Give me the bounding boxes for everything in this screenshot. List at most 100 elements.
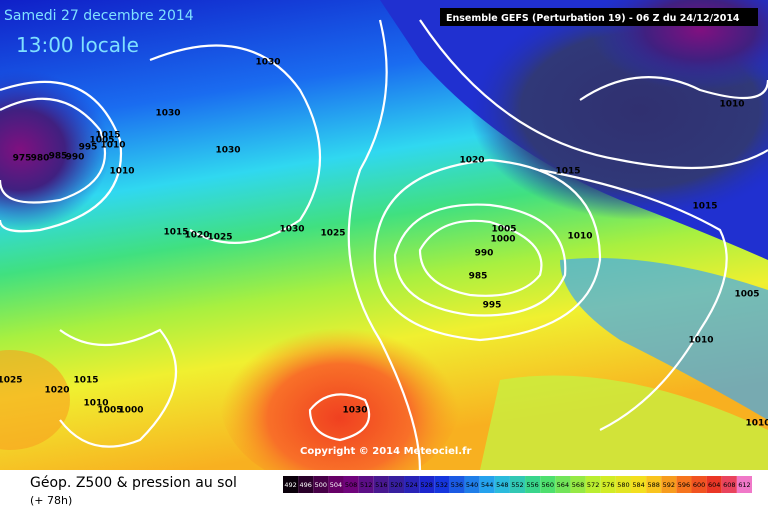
colorbar-label: 576 bbox=[602, 481, 614, 489]
isobar-label: 1030 bbox=[342, 406, 367, 416]
time: 13:00 locale bbox=[16, 33, 139, 57]
isobar-label: 1000 bbox=[490, 235, 515, 245]
colorbar-label: 544 bbox=[481, 481, 493, 489]
colorbar-cell bbox=[298, 476, 314, 493]
colorbar-cell bbox=[434, 476, 450, 493]
isobar-label: 1030 bbox=[155, 109, 180, 119]
model: Ensemble GEFS (Perturbation 19) - 06 Z d… bbox=[446, 13, 740, 24]
copyright: Copyright © 2014 Meteociel.fr bbox=[300, 446, 471, 457]
field bbox=[0, 0, 768, 490]
model-box bbox=[440, 8, 758, 26]
colorbar-cell bbox=[328, 476, 344, 493]
colorbar-cell bbox=[661, 476, 677, 493]
isobar-label: 1025 bbox=[207, 233, 232, 243]
isobar-label: 1010 bbox=[745, 419, 768, 429]
colorbar-cell bbox=[600, 476, 616, 493]
colorbar-label: 500 bbox=[315, 481, 327, 489]
isobar-label: 975 bbox=[13, 154, 32, 164]
colorbar-label: 532 bbox=[436, 481, 448, 489]
colorbar-cell bbox=[358, 476, 374, 493]
isobar-label: 1030 bbox=[279, 225, 304, 235]
lead-time: (+ 78h) bbox=[30, 494, 72, 507]
colorbar-cell bbox=[449, 476, 465, 493]
colorbar-label: 520 bbox=[390, 481, 402, 489]
isobar-label: 1030 bbox=[215, 146, 240, 156]
footer-title: Géop. Z500 & pression au sol bbox=[30, 475, 237, 491]
isobar-label: 1030 bbox=[255, 58, 280, 68]
colorbar-cell bbox=[736, 476, 752, 493]
colorbar-label: 608 bbox=[723, 481, 735, 489]
colorbar-label: 596 bbox=[678, 481, 690, 489]
isobar-label: 1010 bbox=[719, 100, 744, 110]
colorbar-label: 564 bbox=[557, 481, 569, 489]
colorbar-cell bbox=[464, 476, 480, 493]
colorbar: 492 496 500 504 508 512 516 520 524 528 532 536 540 5… bbox=[283, 476, 752, 493]
colorbar-cell bbox=[540, 476, 556, 493]
isobar-label: 990 bbox=[66, 153, 85, 163]
isobar-label: 1020 bbox=[459, 156, 484, 166]
colorbar-label: 556 bbox=[526, 481, 538, 489]
colorbar-cell bbox=[646, 476, 662, 493]
colorbar-label: 580 bbox=[617, 481, 629, 489]
isobar-label: 985 bbox=[49, 152, 68, 162]
isobars bbox=[0, 19, 768, 471]
colorbar-cell bbox=[479, 476, 495, 493]
colorbar-label: 536 bbox=[451, 481, 463, 489]
colorbar-label: 512 bbox=[360, 481, 372, 489]
colorbar-label: 592 bbox=[663, 481, 675, 489]
colorbar-cell bbox=[283, 476, 299, 493]
colorbar-label: 496 bbox=[299, 481, 311, 489]
colorbar-cell bbox=[509, 476, 526, 493]
isobar-label: 1015 bbox=[95, 131, 120, 141]
colorbar-label: 568 bbox=[572, 481, 584, 489]
colorbar-label: 504 bbox=[330, 481, 342, 489]
colorbar-label: 588 bbox=[647, 481, 659, 489]
isobar-label: 1010 bbox=[83, 399, 108, 409]
isobar-label: 995 bbox=[483, 301, 502, 311]
isobar-label: 1015 bbox=[555, 167, 580, 177]
isobar-label: 1005 bbox=[491, 225, 516, 235]
isobar-label: 1005 bbox=[97, 406, 122, 416]
isobar-label: 1010 bbox=[688, 336, 713, 346]
colorbar-cell bbox=[313, 476, 329, 493]
isobar-label: 1005 bbox=[89, 136, 114, 146]
colorbar-label: 552 bbox=[511, 481, 523, 489]
colorbar-cell bbox=[373, 476, 389, 493]
colorbar-cell bbox=[494, 476, 510, 493]
colorbar-cell bbox=[691, 476, 707, 493]
colorbar-cell bbox=[525, 476, 541, 493]
isobar-label: 1010 bbox=[567, 232, 592, 242]
isobar-label: 1005 bbox=[734, 290, 759, 300]
colorbar-cell bbox=[570, 476, 586, 493]
colorbar-label: 508 bbox=[345, 481, 357, 489]
colorbar-cell bbox=[388, 476, 405, 493]
colorbar-cell bbox=[343, 476, 359, 493]
colorbar-label: 560 bbox=[542, 481, 554, 489]
colorbar-label: 548 bbox=[496, 481, 508, 489]
isobar-label: 980 bbox=[31, 154, 50, 164]
isobar-label: 1020 bbox=[44, 386, 69, 396]
colorbar-cell bbox=[585, 476, 601, 493]
colorbar-label: 604 bbox=[708, 481, 720, 489]
colorbar-label: 584 bbox=[632, 481, 644, 489]
isobar-label: 1015 bbox=[163, 228, 188, 238]
isobar-label: 1025 bbox=[0, 376, 23, 386]
isobar-label: 1020 bbox=[184, 231, 209, 241]
colorbar-cell bbox=[404, 476, 420, 493]
colorbar-cell bbox=[676, 476, 692, 493]
colorbar-label: 516 bbox=[375, 481, 387, 489]
isobar-label: 1025 bbox=[320, 229, 345, 239]
colorbar-label: 492 bbox=[284, 481, 296, 489]
colorbar-label: 540 bbox=[466, 481, 478, 489]
isobar-label: 995 bbox=[79, 143, 98, 153]
colorbar-label: 572 bbox=[587, 481, 599, 489]
colorbar-cell bbox=[615, 476, 631, 493]
date: Samedi 27 decembre 2014 bbox=[4, 8, 194, 24]
colorbar-cell bbox=[706, 476, 722, 493]
colorbar-label: 612 bbox=[738, 481, 750, 489]
isobar-label: 1015 bbox=[73, 376, 98, 386]
colorbar-label: 528 bbox=[421, 481, 433, 489]
